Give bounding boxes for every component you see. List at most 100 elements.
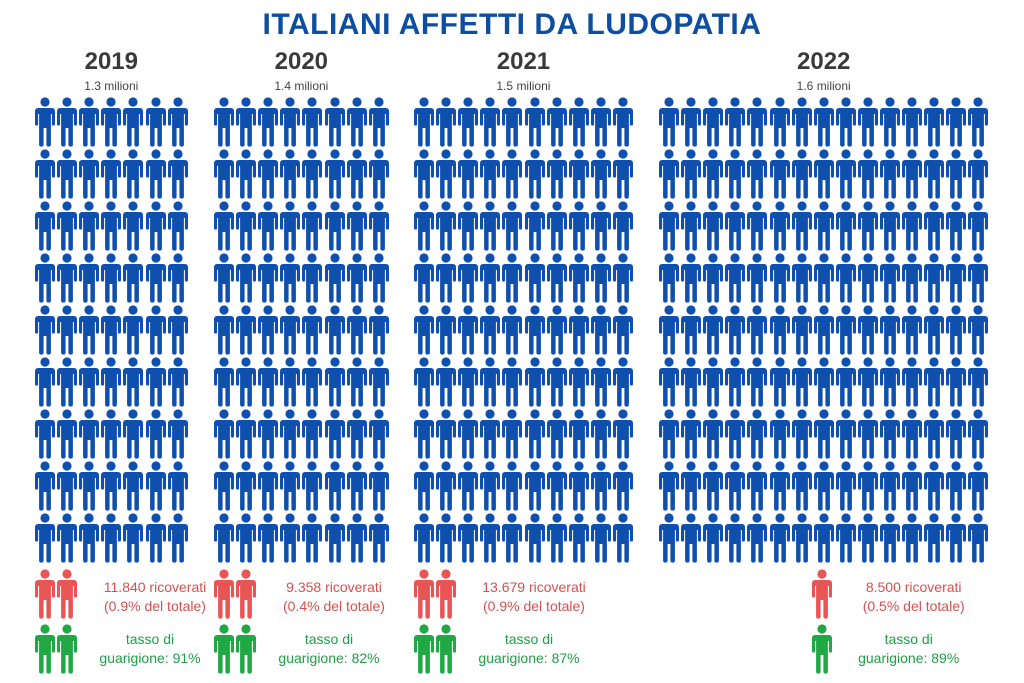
person-icon [769,149,790,199]
person-icon [35,253,55,303]
person-icon [590,253,611,303]
person-icon [502,513,523,563]
person-icon [57,305,78,355]
person-icon [703,461,724,511]
person-icon [368,305,389,355]
recovery-rate-text: tasso di guarigione: 82% [254,630,404,668]
person-icon [280,97,301,147]
person-icon [902,513,923,563]
person-icon [214,253,234,303]
hospitalized-count: 11.840 ricoverati [103,579,207,595]
person-icon [835,513,856,563]
hospitalized-person-icon [236,569,257,619]
person-icon [725,201,746,251]
recovered-person-icon [214,624,234,674]
person-icon [167,409,188,459]
recovered-person-icon [811,624,832,674]
hospitalized-share: (0.5% del totale) [862,598,965,614]
person-icon [835,97,856,147]
person-icon [414,97,434,147]
recovered-person-icon [35,624,55,674]
person-icon [280,149,301,199]
recovery-rate-label: tasso di [884,631,933,647]
person-icon [612,201,633,251]
hospitalized-share: (0.9% del totale) [104,598,206,614]
person-icon [681,305,702,355]
person-icon [368,149,389,199]
person-icon [35,357,55,407]
person-icon [502,357,523,407]
person-icon [436,97,457,147]
person-icon [57,461,78,511]
person-icon [612,149,633,199]
person-icon [880,305,900,355]
person-icon [123,253,144,303]
person-icon [79,97,100,147]
person-icon [123,305,144,355]
person-icon [101,149,122,199]
person-icon [747,461,768,511]
person-icon [302,409,323,459]
person-icon [145,513,166,563]
hospitalized-text: 9.358 ricoverati (0.4% del totale) [259,578,409,616]
person-icon [346,513,367,563]
person-icon [880,513,900,563]
person-icon [101,305,122,355]
person-icon [659,97,679,147]
person-icon [880,461,900,511]
person-icon [857,149,878,199]
person-icon [590,149,611,199]
person-icon [590,461,611,511]
person-icon [280,201,301,251]
person-icon [791,461,812,511]
person-icon [414,409,434,459]
person-icon [659,461,679,511]
person-icon [368,409,389,459]
year-label: 2020 [274,48,329,75]
person-icon [924,461,945,511]
person-icon [835,305,856,355]
person-icon [946,253,967,303]
person-icon [57,357,78,407]
person-icon [791,253,812,303]
person-icon [968,409,989,459]
person-icon [145,253,166,303]
person-icon [502,149,523,199]
person-icon [568,513,589,563]
person-icon [346,201,367,251]
person-icon [236,409,257,459]
person-icon [324,305,345,355]
person-icon [502,201,523,251]
person-icon [502,409,523,459]
person-icon [880,253,900,303]
person-icon [568,461,589,511]
person-icon [612,513,633,563]
person-icon [123,97,144,147]
person-icon [167,149,188,199]
person-icon [258,409,279,459]
person-icon [236,461,257,511]
person-icon [703,513,724,563]
person-icon [568,357,589,407]
person-icon [568,409,589,459]
person-icon [924,305,945,355]
person-icon [703,357,724,407]
person-icon [280,357,301,407]
person-icon [902,149,923,199]
person-icon [346,409,367,459]
person-icon [590,409,611,459]
person-icon [946,409,967,459]
person-icon [725,149,746,199]
person-icon [214,97,234,147]
person-icon [57,253,78,303]
person-icon [769,305,790,355]
person-icon [145,461,166,511]
person-icon [659,149,679,199]
person-icon [590,97,611,147]
person-icon [458,149,479,199]
person-icon [725,97,746,147]
person-icon [924,97,945,147]
person-icon [546,97,567,147]
person-icon [167,201,188,251]
person-icon [458,201,479,251]
